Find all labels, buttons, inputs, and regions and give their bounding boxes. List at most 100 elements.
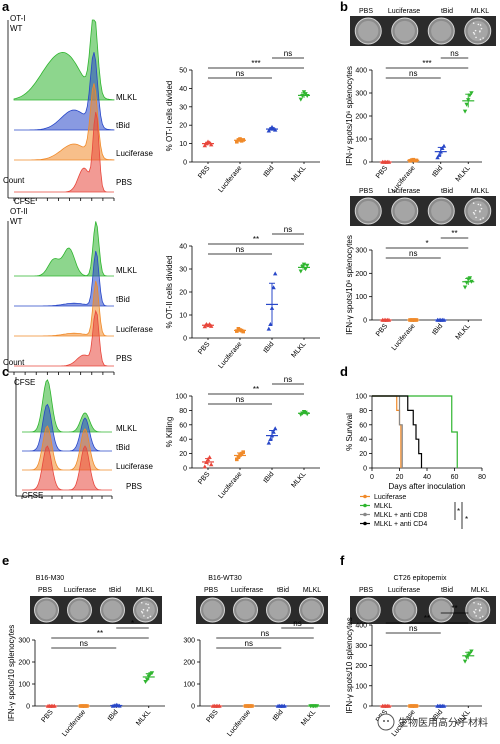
significance-label: ** bbox=[253, 385, 259, 394]
data-point bbox=[298, 97, 303, 102]
histo-c-cfse-label: CFSE bbox=[22, 491, 43, 500]
y-tick-label: 300 bbox=[355, 643, 367, 650]
data-point bbox=[305, 412, 310, 417]
data-point bbox=[414, 158, 419, 163]
data-point bbox=[414, 318, 419, 322]
ot1-title-line2: WT bbox=[10, 24, 23, 33]
significance-label: *** bbox=[422, 59, 431, 68]
histogram-trace bbox=[13, 19, 115, 101]
well-membrane bbox=[467, 20, 488, 42]
y-tick-label: 0 bbox=[26, 704, 30, 711]
histogram-trace bbox=[22, 379, 112, 433]
elispot-spot bbox=[477, 203, 480, 206]
elispot-spot bbox=[478, 609, 481, 612]
well-label: PBS bbox=[204, 587, 218, 594]
y-tick-label: 20 bbox=[179, 123, 187, 130]
wechat-logo-icon bbox=[377, 713, 395, 731]
x-tick-label: MLKL bbox=[455, 323, 472, 342]
elispot-spot bbox=[143, 615, 145, 617]
data-point bbox=[236, 455, 241, 459]
y-tick-label: 40 bbox=[179, 86, 187, 93]
data-point bbox=[202, 464, 207, 469]
histogram-trace bbox=[22, 425, 112, 471]
panel-label-d: d bbox=[340, 364, 348, 379]
elispot-spot bbox=[473, 611, 476, 614]
well-label: MLKL bbox=[136, 587, 154, 594]
data-point bbox=[303, 267, 308, 272]
elispot-spot bbox=[145, 603, 147, 605]
data-point bbox=[269, 433, 275, 438]
y-tick-label: 100 bbox=[355, 394, 367, 401]
x-tick-label: 60 bbox=[451, 474, 459, 481]
elispot-spot bbox=[474, 209, 477, 212]
y-axis-label: IFN-γ spots/10⁶ splenocytes bbox=[345, 66, 354, 166]
well-label: Luciferase bbox=[388, 8, 420, 15]
elispot-spot bbox=[475, 36, 477, 39]
elispot-spot bbox=[140, 601, 143, 604]
y-tick-label: 300 bbox=[355, 91, 367, 98]
well-membrane bbox=[103, 600, 122, 620]
histogram-trace bbox=[14, 250, 114, 307]
histo-c-label-mlkl: MLKL bbox=[116, 424, 137, 433]
elispot-spot bbox=[148, 607, 150, 609]
data-point bbox=[269, 305, 275, 310]
significance-label: * bbox=[457, 507, 460, 516]
elispot-spot bbox=[479, 38, 482, 41]
data-point bbox=[241, 138, 245, 142]
y-tick-label: 40 bbox=[179, 244, 187, 251]
histogram-trace bbox=[14, 111, 114, 193]
chart-ot2-divided: 0 10 20 30 40 % OT-II cells divided PBS Lucifer… bbox=[165, 225, 320, 370]
x-tick-label: MLKL bbox=[300, 709, 317, 728]
histogram-trace bbox=[14, 309, 114, 367]
data-point bbox=[241, 329, 245, 334]
well-label: PBS bbox=[359, 587, 373, 594]
well-membrane bbox=[269, 600, 288, 620]
elispot-spot bbox=[479, 204, 482, 206]
significance-label: ns bbox=[284, 49, 292, 58]
wells-b1-labels: PBS Luciferase tBid MLKL bbox=[359, 8, 489, 15]
watermark-text: 生物医用高分子材料 bbox=[398, 716, 488, 729]
y-tick-label: 20 bbox=[359, 451, 367, 458]
data-point bbox=[143, 680, 148, 684]
well-label: Luciferase bbox=[231, 587, 263, 594]
data-point bbox=[462, 109, 468, 114]
well-label: PBS bbox=[38, 587, 52, 594]
ot2-title-line2: WT bbox=[10, 217, 23, 226]
y-tick-label: 10 bbox=[179, 141, 187, 148]
data-point bbox=[298, 269, 303, 274]
histo-c-label-luciferase: Luciferase bbox=[116, 462, 153, 471]
y-tick-label: 40 bbox=[359, 437, 367, 444]
y-tick-label: 0 bbox=[183, 466, 187, 473]
x-tick-label: tBid bbox=[262, 165, 275, 179]
ot1-title-line1: OT-I bbox=[10, 14, 26, 23]
panel-label-c: c bbox=[2, 364, 9, 379]
data-point bbox=[305, 263, 310, 268]
histogram-stack-ot1 bbox=[7, 19, 115, 201]
well-membrane bbox=[468, 600, 488, 620]
well-membrane bbox=[37, 600, 56, 620]
y-tick-label: 100 bbox=[355, 683, 367, 690]
elispot-spot bbox=[479, 24, 482, 26]
y-tick-label: 30 bbox=[179, 104, 187, 111]
data-point bbox=[435, 155, 440, 160]
histo-a2-label-mlkl: MLKL bbox=[116, 266, 137, 275]
chart-survival: 0 20 40 60 80 100 0 20 40 60 80 % Survival Days afte… bbox=[345, 394, 486, 529]
well-label: PBS bbox=[359, 8, 373, 15]
legend-label: Luciferase bbox=[374, 494, 406, 501]
x-tick-label: PBS bbox=[40, 709, 55, 724]
y-tick-label: 200 bbox=[355, 114, 367, 121]
data-point bbox=[273, 271, 278, 276]
histogram-trace bbox=[14, 280, 114, 337]
histo-a1-cfse-label: CFSE bbox=[14, 197, 35, 206]
x-tick-label: PBS bbox=[197, 165, 212, 180]
panel-f-title: CT26 epitopemix bbox=[394, 575, 447, 582]
significance-label: ns bbox=[450, 49, 458, 58]
well-label: Luciferase bbox=[388, 188, 420, 195]
well-membrane bbox=[431, 20, 452, 42]
histo-c-label-tbid: tBid bbox=[116, 443, 130, 452]
elispot-spot bbox=[479, 218, 482, 221]
significance-label: * bbox=[465, 515, 468, 524]
well-membrane bbox=[203, 600, 222, 620]
